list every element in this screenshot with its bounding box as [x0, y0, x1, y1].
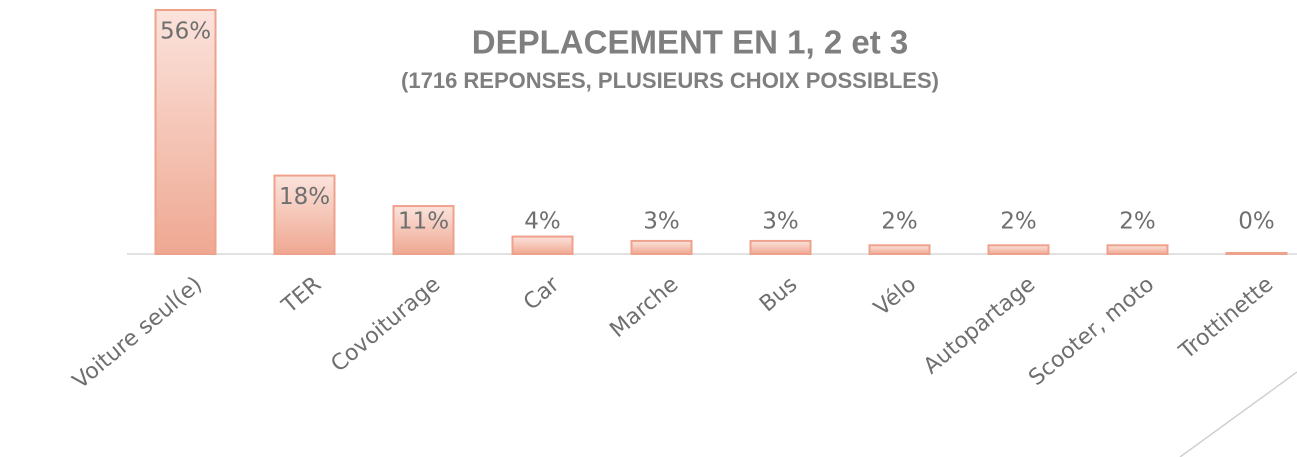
- chart-subtitle: (1716 REPONSES, PLUSIEURS CHOIX POSSIBLE…: [401, 68, 939, 93]
- x-tick-label: Scooter, moto: [1024, 272, 1159, 391]
- bar: [154, 9, 217, 255]
- bar: [630, 239, 693, 256]
- decoration: [1179, 371, 1297, 457]
- value-label: 2%: [881, 209, 918, 235]
- x-tick-label: Car: [519, 271, 565, 315]
- bar: [749, 239, 812, 256]
- x-tick-label: Voiture seul(e): [68, 272, 207, 394]
- value-label: 56%: [160, 19, 211, 45]
- x-tick-label: Trottinette: [1174, 272, 1278, 365]
- value-label: 11%: [398, 209, 449, 235]
- value-label: 3%: [762, 209, 799, 235]
- value-label: 3%: [643, 209, 680, 235]
- x-tick-label: Marche: [605, 272, 683, 343]
- bar: [392, 205, 455, 255]
- bar: [511, 235, 574, 255]
- value-label: 2%: [1119, 209, 1156, 235]
- value-label: 2%: [1000, 209, 1037, 235]
- bar: [987, 244, 1050, 256]
- bar: [273, 174, 336, 255]
- x-tick-label: Bus: [755, 272, 802, 317]
- x-tick-label: Vélo: [870, 272, 922, 321]
- bar: [868, 244, 931, 256]
- value-label: 4%: [524, 209, 561, 235]
- x-tick-label: Autopartage: [919, 272, 1040, 379]
- value-label: 0%: [1238, 209, 1275, 235]
- chart-title: DEPLACEMENT EN 1, 2 et 3: [472, 24, 908, 61]
- value-label: 18%: [279, 184, 330, 210]
- x-tick-label: TER: [277, 272, 326, 319]
- bar: [1106, 244, 1169, 256]
- bar: [1225, 252, 1288, 255]
- x-tick-label: Covoiturage: [326, 272, 445, 377]
